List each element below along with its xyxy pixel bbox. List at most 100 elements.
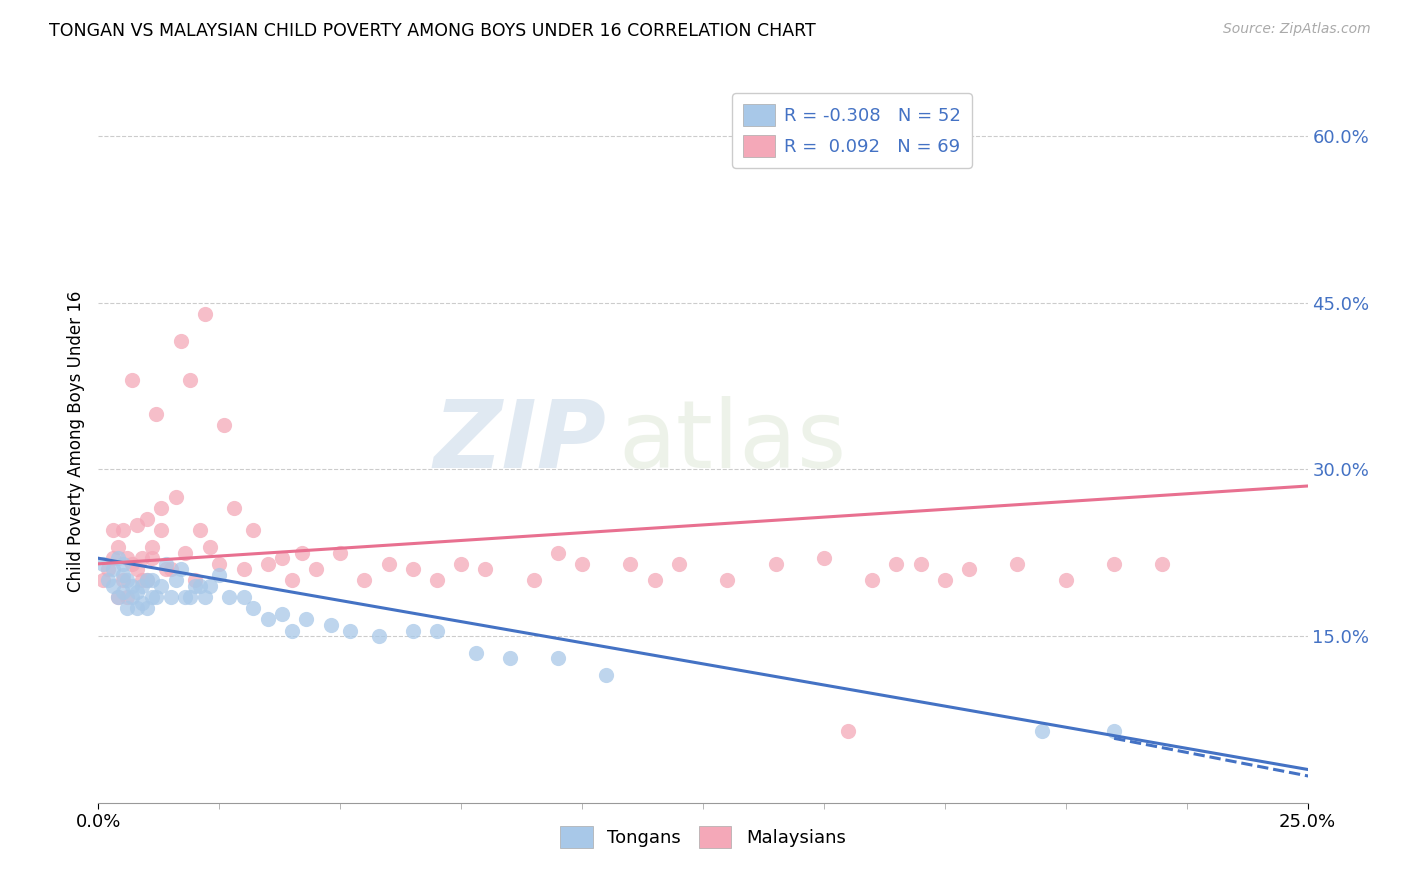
Point bbox=[117, 590, 139, 604]
Point bbox=[290, 546, 312, 560]
Point bbox=[131, 551, 153, 566]
Point bbox=[837, 723, 859, 738]
Point bbox=[121, 557, 143, 571]
Point bbox=[107, 590, 129, 604]
Point bbox=[131, 574, 153, 588]
Point bbox=[271, 551, 294, 566]
Point bbox=[131, 596, 153, 610]
Point bbox=[121, 373, 143, 387]
Point bbox=[242, 601, 264, 615]
Point bbox=[111, 568, 134, 582]
Point bbox=[127, 601, 149, 615]
Point bbox=[281, 624, 304, 638]
Point bbox=[135, 574, 157, 588]
Point bbox=[135, 601, 157, 615]
Point bbox=[111, 584, 134, 599]
Point bbox=[121, 590, 143, 604]
Point bbox=[329, 546, 352, 560]
Point bbox=[131, 579, 153, 593]
Point bbox=[150, 501, 173, 516]
Point bbox=[194, 307, 217, 321]
Point bbox=[184, 579, 207, 593]
Point bbox=[256, 612, 278, 626]
Text: TONGAN VS MALAYSIAN CHILD POVERTY AMONG BOYS UNDER 16 CORRELATION CHART: TONGAN VS MALAYSIAN CHILD POVERTY AMONG … bbox=[49, 22, 815, 40]
Point bbox=[117, 551, 139, 566]
Point bbox=[198, 540, 221, 554]
Point bbox=[127, 562, 149, 576]
Point bbox=[1102, 557, 1125, 571]
Point bbox=[426, 574, 449, 588]
Text: ZIP: ZIP bbox=[433, 395, 606, 488]
Point bbox=[464, 646, 486, 660]
Point bbox=[957, 562, 980, 576]
Point bbox=[150, 524, 173, 538]
Point bbox=[1102, 723, 1125, 738]
Point bbox=[117, 601, 139, 615]
Point bbox=[165, 574, 187, 588]
Point bbox=[188, 579, 211, 593]
Point bbox=[571, 557, 593, 571]
Point bbox=[765, 557, 787, 571]
Point bbox=[141, 551, 163, 566]
Point bbox=[194, 590, 217, 604]
Point bbox=[860, 574, 883, 588]
Point bbox=[426, 624, 449, 638]
Point bbox=[97, 574, 120, 588]
Point bbox=[141, 540, 163, 554]
Point bbox=[377, 557, 399, 571]
Y-axis label: Child Poverty Among Boys Under 16: Child Poverty Among Boys Under 16 bbox=[66, 291, 84, 592]
Point bbox=[716, 574, 738, 588]
Point bbox=[232, 590, 254, 604]
Legend: Tongans, Malaysians: Tongans, Malaysians bbox=[553, 819, 853, 855]
Text: Source: ZipAtlas.com: Source: ZipAtlas.com bbox=[1223, 22, 1371, 37]
Point bbox=[97, 562, 120, 576]
Point bbox=[813, 551, 835, 566]
Point bbox=[305, 562, 328, 576]
Point bbox=[107, 590, 129, 604]
Point bbox=[595, 668, 617, 682]
Point bbox=[101, 524, 124, 538]
Point bbox=[319, 618, 342, 632]
Point bbox=[1054, 574, 1077, 588]
Point bbox=[121, 579, 143, 593]
Point bbox=[111, 524, 134, 538]
Point bbox=[547, 546, 569, 560]
Point bbox=[353, 574, 375, 588]
Point bbox=[141, 590, 163, 604]
Point bbox=[339, 624, 361, 638]
Point bbox=[160, 562, 183, 576]
Point bbox=[101, 579, 124, 593]
Point bbox=[910, 557, 932, 571]
Point bbox=[450, 557, 472, 571]
Point bbox=[145, 407, 167, 421]
Point bbox=[295, 612, 318, 626]
Point bbox=[111, 557, 134, 571]
Point bbox=[165, 490, 187, 504]
Point bbox=[160, 590, 183, 604]
Point bbox=[179, 373, 201, 387]
Point bbox=[101, 562, 124, 576]
Point bbox=[523, 574, 546, 588]
Point bbox=[135, 574, 157, 588]
Point bbox=[256, 557, 278, 571]
Point bbox=[155, 557, 177, 571]
Point bbox=[498, 651, 520, 665]
Point bbox=[117, 574, 139, 588]
Point bbox=[222, 501, 245, 516]
Point bbox=[169, 334, 191, 349]
Point bbox=[886, 557, 908, 571]
Point bbox=[107, 540, 129, 554]
Point bbox=[179, 590, 201, 604]
Point bbox=[242, 524, 264, 538]
Point bbox=[934, 574, 956, 588]
Point bbox=[232, 562, 254, 576]
Point bbox=[1007, 557, 1029, 571]
Point bbox=[127, 584, 149, 599]
Point bbox=[91, 574, 114, 588]
Text: atlas: atlas bbox=[619, 395, 846, 488]
Point bbox=[402, 624, 425, 638]
Point bbox=[127, 517, 149, 532]
Point bbox=[198, 579, 221, 593]
Point bbox=[135, 512, 157, 526]
Point bbox=[169, 562, 191, 576]
